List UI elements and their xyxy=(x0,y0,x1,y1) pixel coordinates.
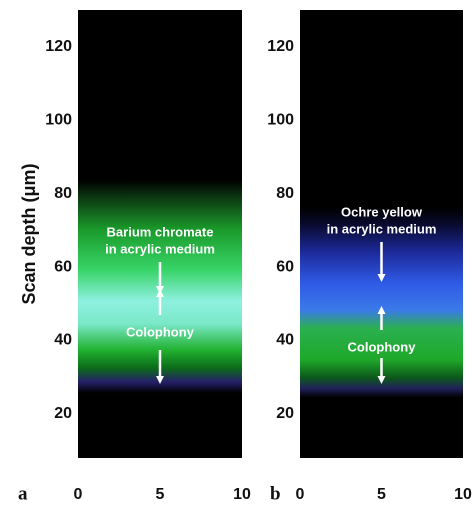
y-tick-label: 20 xyxy=(276,405,294,422)
panel-label: a xyxy=(18,483,28,504)
y-tick-label: 20 xyxy=(54,405,72,422)
x-tick-label: 0 xyxy=(296,486,305,503)
annotation: Colophony xyxy=(126,324,195,339)
x-tick-label: 0 xyxy=(74,486,83,503)
y-tick-label: 40 xyxy=(276,332,294,349)
y-tick-label: 40 xyxy=(54,332,72,349)
annotation: in acrylic medium xyxy=(327,221,437,236)
y-tick-label: 60 xyxy=(54,258,72,275)
annotation: Colophony xyxy=(348,339,417,354)
x-tick-label: 10 xyxy=(454,486,472,503)
y-tick-label: 120 xyxy=(45,38,72,55)
y-tick-label: 80 xyxy=(54,185,72,202)
annotation: Ochre yellow xyxy=(341,204,423,219)
y-tick-label: 60 xyxy=(276,258,294,275)
annotation: in acrylic medium xyxy=(105,241,215,256)
y-tick-label: 80 xyxy=(276,185,294,202)
y-tick-label: 100 xyxy=(45,111,72,128)
x-tick-label: 5 xyxy=(377,486,386,503)
y-tick-label: 120 xyxy=(267,38,294,55)
x-tick-label: 10 xyxy=(233,486,251,503)
annotation: Barium chromate xyxy=(107,224,214,239)
y-tick-label: 100 xyxy=(267,111,294,128)
x-tick-label: 5 xyxy=(156,486,165,503)
panel-label: b xyxy=(270,483,281,504)
y-axis-label: Scan depth (μm) xyxy=(19,163,39,304)
